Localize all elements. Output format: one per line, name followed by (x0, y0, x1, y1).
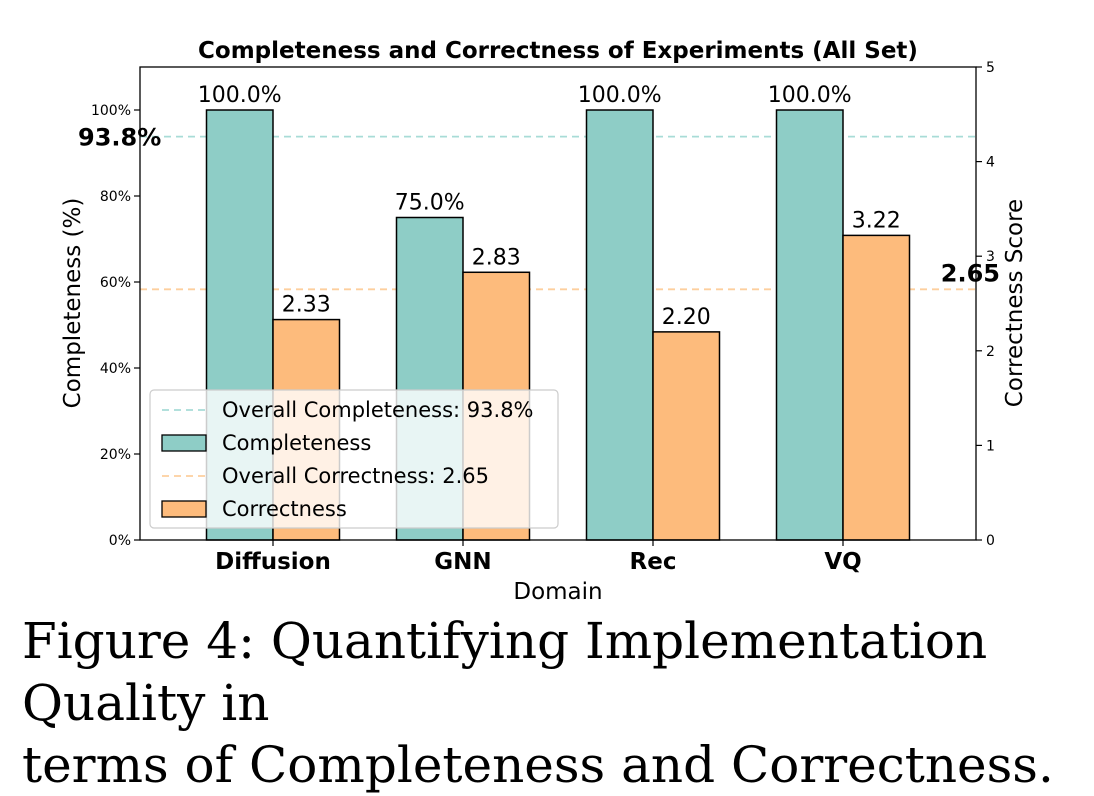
left-axis-label: Completeness (%) (60, 198, 86, 409)
bar-labels: 100.0% 75.0% 100.0% 100.0% 2.33 2.83 2.20 3.22 (198, 83, 901, 330)
left-axis: 0% 20% 40% 60% 80% 100% (91, 103, 140, 549)
data-label-correctness-diffusion: 2.33 (282, 293, 331, 318)
x-axis: Diffusion GNN Rec VQ (215, 540, 862, 575)
data-label-correctness-gnn: 2.83 (472, 245, 521, 270)
right-tick-label-5: 5 (986, 60, 995, 76)
x-tick-label-gnn: GNN (434, 549, 491, 575)
legend-label-2: Overall Correctness: 2.65 (222, 464, 489, 488)
data-label-completeness-rec: 100.0% (578, 83, 662, 108)
right-tick-label-3: 3 (986, 249, 995, 265)
data-label-correctness-rec: 2.20 (662, 305, 711, 330)
data-label-completeness-diffusion: 100.0% (198, 83, 282, 108)
right-axis: 0 1 2 3 4 5 (976, 60, 995, 549)
legend-label-3: Correctness (222, 497, 347, 521)
left-tick-label-20: 20% (100, 447, 131, 463)
right-tick-label-1: 1 (986, 438, 995, 454)
left-tick-label-100: 100% (91, 103, 131, 119)
caption-line-2: terms of Completeness and Correctness. (22, 736, 1054, 794)
bar-completeness-vq (775, 109, 844, 541)
figure-caption: Figure 4: Quantifying Implementation Qua… (22, 610, 1087, 796)
plot-frame (139, 66, 977, 541)
right-tick-label-2: 2 (986, 344, 995, 360)
right-tick-label-4: 4 (986, 155, 995, 171)
chart: 100.0%75.0%100.0% 100.0%2.332.832.203.22 … (60, 38, 1028, 605)
x-tick-label-rec: Rec (630, 549, 677, 575)
bar-correctness-rec (652, 331, 721, 541)
bar-completeness-rec (585, 109, 654, 541)
caption-line-1: Figure 4: Quantifying Implementation Qua… (22, 612, 988, 732)
overall-correctness-label: 2.65 (941, 259, 1000, 287)
left-tick-label-80: 80% (100, 189, 131, 205)
chart-title: Completeness and Correctness of Experime… (198, 38, 918, 64)
x-tick-label-vq: VQ (824, 549, 861, 575)
data-label-completeness-gnn: 75.0% (395, 191, 465, 216)
x-axis-label: Domain (513, 579, 602, 605)
right-tick-label-0: 0 (986, 533, 995, 549)
left-tick-label-60: 60% (100, 275, 131, 291)
legend-box (149, 389, 559, 529)
left-tick-label-0: 0% (109, 533, 131, 549)
x-tick-label-diffusion: Diffusion (215, 549, 331, 575)
right-axis-label: Correctness Score (1002, 199, 1028, 407)
legend-swatch-3 (161, 500, 207, 518)
legend: Overall Completeness: 93.8% Completeness O… (149, 389, 559, 529)
legend-label-0: Overall Completeness: 93.8% (222, 398, 534, 422)
legend-swatch-1 (161, 434, 207, 452)
overall-completeness-label: 93.8% (78, 124, 161, 152)
left-tick-label-40: 40% (100, 361, 131, 377)
legend-label-1: Completeness (222, 431, 371, 455)
reference-labels: 93.8% 2.65 (78, 124, 1000, 288)
data-label-completeness-vq: 100.0% (768, 83, 852, 108)
data-label-correctness-vq: 3.22 (852, 208, 901, 233)
bar-correctness-vq (842, 234, 911, 541)
